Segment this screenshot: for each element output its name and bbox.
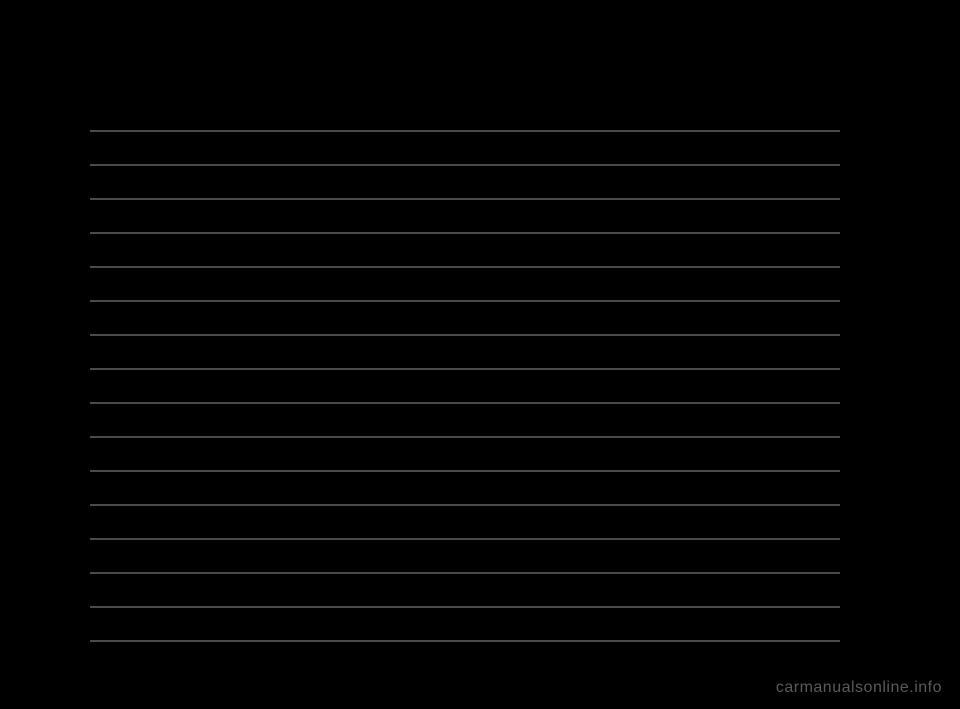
ruled-line: [90, 436, 840, 438]
ruled-line: [90, 640, 840, 642]
ruled-line: [90, 504, 840, 506]
ruled-line: [90, 232, 840, 234]
ruled-line: [90, 300, 840, 302]
ruled-line: [90, 572, 840, 574]
ruled-line: [90, 198, 840, 200]
ruled-line: [90, 334, 840, 336]
ruled-line: [90, 266, 840, 268]
ruled-line: [90, 368, 840, 370]
ruled-line: [90, 130, 840, 132]
watermark-text: carmanualsonline.info: [776, 679, 942, 697]
ruled-line: [90, 402, 840, 404]
ruled-line: [90, 606, 840, 608]
ruled-line: [90, 538, 840, 540]
ruled-line: [90, 164, 840, 166]
ruled-line: [90, 470, 840, 472]
ruled-lines-container: [90, 130, 840, 642]
